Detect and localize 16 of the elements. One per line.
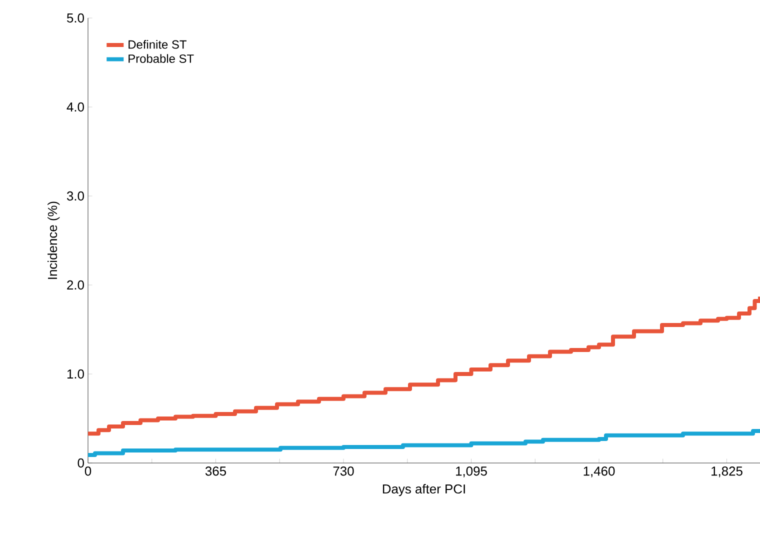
y-tick-label: 5.0 [66, 13, 84, 23]
x-tick-label: 1,825 [712, 466, 742, 478]
y-tick-label: 3.0 [66, 191, 84, 201]
x-tick-label: 1,460 [584, 466, 615, 478]
legend-label: Probable ST [128, 54, 194, 63]
x-axis-title: Days after PCI [382, 484, 465, 496]
y-axis-title: Incidence (%) [48, 202, 60, 279]
y-tick-label: 4.0 [66, 102, 84, 112]
y-tick-label: 1.0 [67, 369, 84, 379]
x-tick-label: 365 [205, 466, 226, 476]
x-tick-label: 730 [333, 466, 354, 476]
legend-label: Definite ST [128, 40, 186, 49]
x-tick-label: 0 [84, 466, 92, 476]
y-tick-label: 2.0 [67, 280, 84, 290]
y-tick-label: 0 [78, 458, 84, 468]
x-tick-label: 1,095 [456, 466, 487, 478]
